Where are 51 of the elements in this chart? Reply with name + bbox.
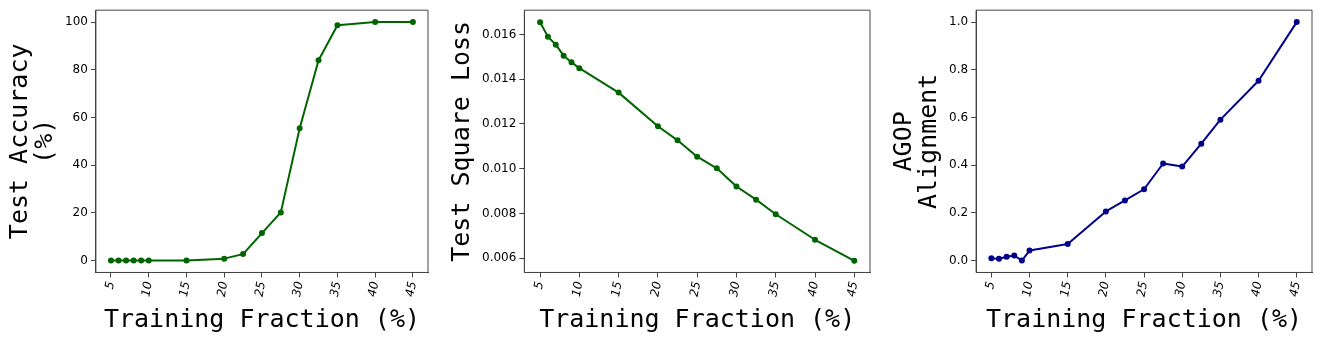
x-tick-label: 45	[843, 280, 861, 298]
x-tick-label: 35	[765, 280, 782, 298]
y-tick-label: 0.2	[948, 204, 969, 219]
y-axis-title: AGOP Alignment	[888, 73, 942, 210]
y-tick-label: 0.014	[481, 71, 517, 86]
y-tick-label: 20	[72, 204, 88, 219]
x-tick-label: 45	[402, 280, 419, 298]
x-tick-label: 5	[982, 280, 998, 291]
y-axis-title: Test Square Loss	[446, 20, 475, 262]
x-tick-label: 40	[1248, 280, 1265, 298]
x-axis-title: Training Fraction (%)	[986, 303, 1303, 333]
x-tick-label: 40	[364, 280, 382, 298]
y-tick-label: 80	[72, 61, 88, 76]
x-tick-label: 20	[1095, 280, 1112, 298]
x-tick-label: 10	[138, 280, 155, 298]
y-tick-label: 0.012	[481, 116, 517, 131]
y-tick-label: 0.6	[948, 109, 969, 124]
y-tick-label: 100	[65, 14, 88, 29]
x-tick-label: 35	[327, 280, 344, 298]
y-tick-label: 40	[72, 157, 88, 172]
y-axis-title: Test Accuracy (%)	[4, 43, 58, 240]
y-tick-label: 0.010	[481, 160, 517, 175]
x-tick-label: 10	[568, 280, 586, 298]
x-tick-label: 20	[213, 280, 231, 298]
y-tick-label: 0.8	[948, 61, 969, 76]
x-tick-label: 15	[608, 280, 625, 298]
x-tick-label: 5	[530, 280, 547, 291]
y-tick-label: 0.008	[481, 205, 517, 220]
y-tick-label: 0	[80, 252, 88, 267]
y-tick-label: 0.006	[481, 250, 517, 265]
x-tick-label: 10	[1019, 280, 1036, 298]
y-tick-label: 0.016	[481, 26, 517, 41]
x-tick-label: 15	[1057, 280, 1074, 298]
y-tick-label: 0.4	[948, 157, 969, 172]
x-tick-label: 30	[1171, 280, 1189, 298]
y-tick-label: 60	[72, 109, 88, 124]
x-axis-title: Training Fraction (%)	[539, 303, 856, 333]
x-tick-label: 30	[726, 280, 743, 298]
y-tick-label: 1.0	[948, 14, 969, 29]
x-tick-label: 35	[1209, 280, 1227, 298]
x-tick-label: 25	[686, 280, 704, 298]
x-tick-label: 40	[804, 280, 822, 298]
x-tick-label: 30	[289, 280, 306, 298]
x-tick-label: 15	[176, 280, 193, 298]
x-tick-label: 5	[101, 280, 118, 291]
x-axis-title: Training Fraction (%)	[103, 303, 420, 333]
x-tick-label: 20	[647, 280, 664, 298]
y-tick-label: 0.0	[948, 252, 969, 267]
x-tick-label: 25	[251, 280, 268, 298]
x-tick-label: 25	[1133, 280, 1151, 298]
x-tick-label: 45	[1286, 280, 1303, 298]
